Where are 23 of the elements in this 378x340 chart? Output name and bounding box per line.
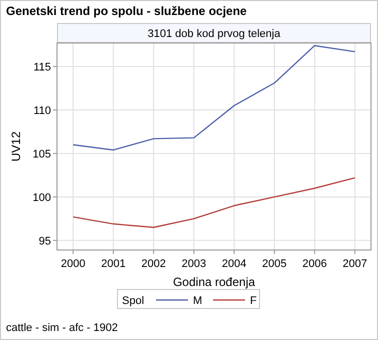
y-tick-label: 100	[32, 192, 51, 204]
chart-subtitle: 3101 dob kod prvog telenja	[148, 28, 282, 40]
x-tick-label: 2005	[262, 258, 287, 270]
x-tick-label: 2001	[101, 258, 126, 270]
y-tick-label: 115	[33, 61, 51, 74]
y-tick-label: 105	[32, 148, 51, 160]
y-tick-label: 110	[33, 104, 51, 117]
x-axis-title: Godina rođenja	[172, 275, 256, 289]
x-tick-label: 2000	[60, 258, 86, 270]
x-tick-label: 2002	[141, 258, 166, 270]
legend-label: F	[250, 295, 257, 307]
legend-title: Spol	[122, 295, 144, 307]
x-tick-label: 2003	[182, 258, 206, 270]
x-tick-label: 2007	[342, 258, 368, 270]
chart-title: Genetski trend po spolu - službene ocjene	[6, 4, 248, 18]
line-series	[72, 45, 356, 151]
y-tick-label: 95	[38, 235, 51, 248]
text: cattle - sim - afc - 1902	[6, 322, 118, 334]
y-axis-title: UV12	[9, 131, 23, 162]
line-series	[72, 177, 356, 228]
x-tick-label: 2006	[302, 258, 327, 270]
x-tick-label: 2004	[222, 258, 246, 270]
legend-label: M	[193, 295, 202, 307]
